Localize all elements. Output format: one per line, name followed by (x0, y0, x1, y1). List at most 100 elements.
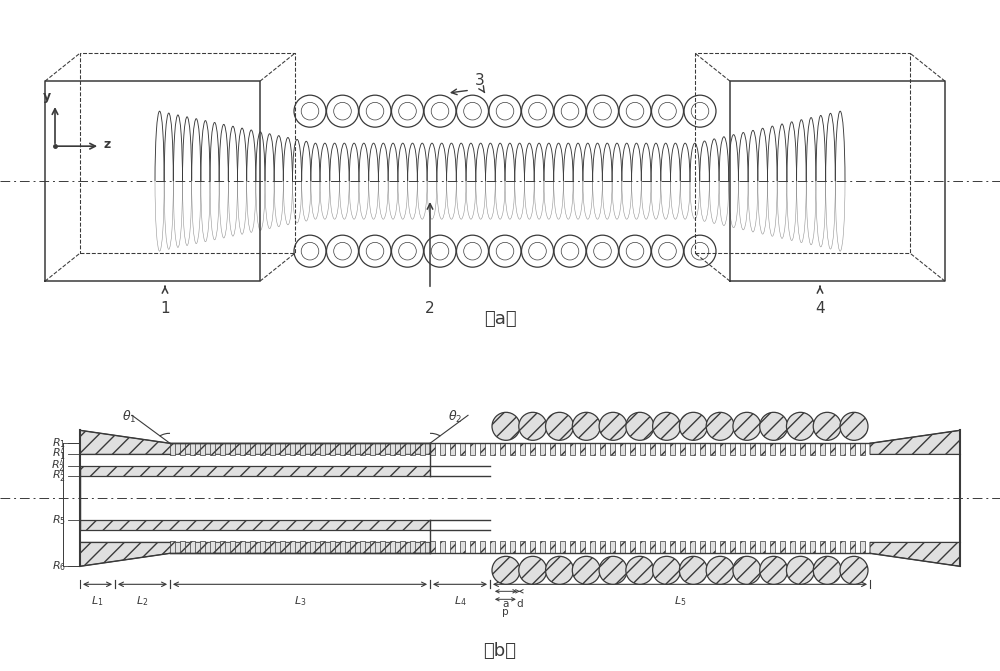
Polygon shape (430, 444, 435, 456)
Circle shape (840, 412, 868, 440)
Polygon shape (80, 466, 430, 476)
Polygon shape (740, 444, 745, 456)
Polygon shape (330, 541, 335, 554)
Circle shape (706, 412, 734, 440)
Polygon shape (300, 541, 305, 554)
Polygon shape (710, 444, 715, 456)
Polygon shape (260, 444, 265, 456)
Polygon shape (260, 541, 265, 554)
Polygon shape (720, 541, 725, 554)
Polygon shape (200, 541, 205, 554)
Polygon shape (600, 541, 605, 554)
Polygon shape (750, 444, 755, 456)
Circle shape (599, 556, 627, 584)
Circle shape (546, 412, 574, 440)
Circle shape (733, 412, 761, 440)
Polygon shape (840, 444, 845, 456)
Polygon shape (290, 541, 295, 554)
Polygon shape (270, 541, 275, 554)
Polygon shape (430, 541, 435, 554)
Circle shape (626, 556, 654, 584)
Polygon shape (380, 444, 385, 456)
Polygon shape (850, 541, 855, 554)
Polygon shape (360, 541, 365, 554)
Polygon shape (310, 444, 315, 456)
Text: a: a (503, 599, 509, 609)
Polygon shape (590, 541, 595, 554)
Polygon shape (860, 541, 865, 554)
Circle shape (519, 556, 547, 584)
Polygon shape (850, 444, 855, 456)
Polygon shape (320, 541, 325, 554)
Polygon shape (780, 444, 785, 456)
Polygon shape (410, 541, 415, 554)
Text: $L_2$: $L_2$ (136, 595, 149, 608)
Polygon shape (210, 541, 215, 554)
Polygon shape (670, 444, 675, 456)
Polygon shape (240, 541, 245, 554)
Polygon shape (80, 542, 430, 566)
Polygon shape (170, 444, 175, 456)
Polygon shape (820, 444, 825, 456)
Circle shape (760, 556, 788, 584)
Polygon shape (760, 444, 765, 456)
Polygon shape (550, 541, 555, 554)
Polygon shape (570, 541, 575, 554)
Polygon shape (210, 444, 215, 456)
Polygon shape (820, 541, 825, 554)
Polygon shape (390, 541, 395, 554)
Polygon shape (80, 430, 430, 454)
Text: $\theta_1$: $\theta_1$ (122, 409, 136, 425)
Polygon shape (230, 444, 235, 456)
Polygon shape (450, 541, 455, 554)
Circle shape (679, 412, 707, 440)
Polygon shape (680, 541, 685, 554)
Polygon shape (540, 444, 545, 456)
Polygon shape (490, 541, 495, 554)
Polygon shape (350, 444, 355, 456)
Text: 2: 2 (425, 301, 435, 316)
Polygon shape (530, 541, 535, 554)
Polygon shape (510, 541, 515, 554)
Polygon shape (440, 444, 445, 456)
Polygon shape (620, 444, 625, 456)
Polygon shape (790, 444, 795, 456)
Polygon shape (730, 444, 735, 456)
Text: （a）: （a） (484, 310, 516, 328)
Circle shape (813, 412, 841, 440)
Polygon shape (690, 541, 695, 554)
Polygon shape (340, 541, 345, 554)
Polygon shape (370, 541, 375, 554)
Polygon shape (450, 444, 455, 456)
Polygon shape (610, 444, 615, 456)
Text: $L_3$: $L_3$ (294, 595, 306, 608)
Polygon shape (460, 541, 465, 554)
Polygon shape (630, 541, 635, 554)
Polygon shape (470, 444, 475, 456)
Polygon shape (540, 541, 545, 554)
Polygon shape (720, 444, 725, 456)
Circle shape (626, 412, 654, 440)
Polygon shape (730, 541, 735, 554)
Polygon shape (300, 444, 305, 456)
Circle shape (840, 556, 868, 584)
Polygon shape (420, 541, 425, 554)
Polygon shape (420, 444, 425, 456)
Circle shape (653, 412, 681, 440)
Polygon shape (600, 444, 605, 456)
Polygon shape (400, 541, 405, 554)
Polygon shape (320, 444, 325, 456)
Polygon shape (570, 444, 575, 456)
Text: $R_5$: $R_5$ (52, 513, 66, 527)
Circle shape (492, 412, 520, 440)
Polygon shape (250, 541, 255, 554)
Polygon shape (750, 541, 755, 554)
Circle shape (653, 556, 681, 584)
Circle shape (519, 412, 547, 440)
Polygon shape (510, 444, 515, 456)
Polygon shape (440, 541, 445, 554)
Text: $\theta_2$: $\theta_2$ (448, 409, 462, 425)
Text: p: p (502, 607, 509, 617)
Polygon shape (650, 541, 655, 554)
Polygon shape (690, 444, 695, 456)
